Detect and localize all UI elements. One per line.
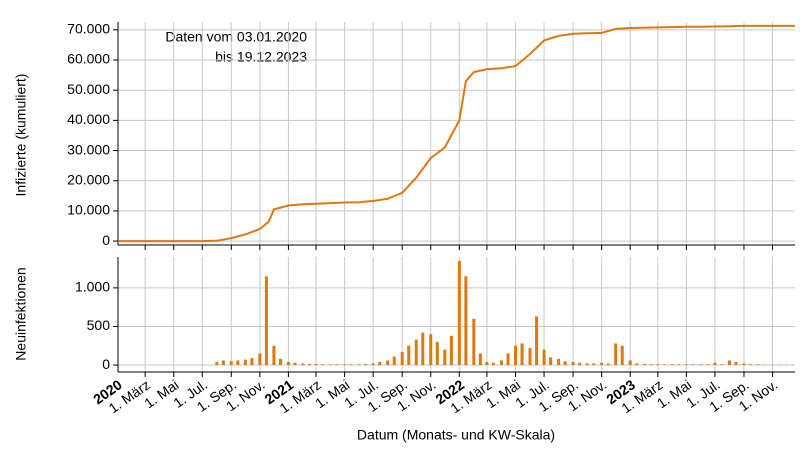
bar bbox=[677, 364, 681, 366]
bar bbox=[705, 364, 709, 366]
bar bbox=[307, 363, 311, 366]
y-tick-label: 500 bbox=[87, 317, 111, 333]
y-axis-label: Infizierte (kumuliert) bbox=[13, 74, 29, 197]
bar bbox=[656, 364, 660, 366]
bar bbox=[378, 361, 382, 366]
bar bbox=[557, 358, 561, 366]
bar bbox=[429, 334, 433, 366]
bar bbox=[258, 353, 262, 366]
y-tick-label: 20.000 bbox=[67, 171, 110, 187]
bar bbox=[670, 364, 674, 366]
bar bbox=[272, 345, 276, 366]
bar bbox=[742, 363, 746, 366]
bar bbox=[264, 276, 268, 366]
bar bbox=[499, 360, 503, 366]
bar bbox=[221, 360, 225, 366]
bar bbox=[392, 356, 396, 366]
bar bbox=[528, 348, 532, 366]
bar bbox=[321, 364, 325, 366]
bar bbox=[472, 318, 476, 366]
bar bbox=[699, 364, 703, 366]
bar bbox=[386, 360, 390, 366]
bar bbox=[563, 361, 567, 366]
bar bbox=[643, 363, 647, 366]
bar bbox=[600, 362, 604, 366]
bar bbox=[713, 362, 717, 366]
annotation: Daten vom 03.01.2020 bbox=[165, 29, 307, 45]
bar bbox=[364, 363, 368, 366]
bar bbox=[407, 345, 411, 366]
bar bbox=[301, 363, 305, 366]
bar bbox=[250, 358, 254, 366]
bar bbox=[719, 364, 723, 366]
bar bbox=[464, 276, 468, 366]
bar bbox=[649, 364, 653, 366]
bar bbox=[357, 364, 361, 366]
bar bbox=[756, 364, 760, 366]
y-tick-label: 30.000 bbox=[67, 141, 110, 157]
bar bbox=[293, 362, 297, 366]
bar bbox=[585, 363, 589, 366]
bar bbox=[329, 364, 333, 366]
bar bbox=[727, 360, 731, 366]
bar bbox=[549, 357, 553, 366]
bar bbox=[684, 364, 688, 366]
bar bbox=[506, 353, 510, 366]
y-tick-label: 70.000 bbox=[67, 21, 110, 37]
bar bbox=[443, 349, 447, 366]
bar bbox=[571, 361, 575, 366]
bar bbox=[215, 361, 219, 366]
bar bbox=[734, 361, 738, 366]
bar bbox=[578, 362, 582, 366]
bar bbox=[400, 351, 404, 366]
bar bbox=[229, 361, 233, 366]
bar bbox=[691, 364, 695, 366]
annotation: bis 19.12.2023 bbox=[215, 49, 307, 65]
bar bbox=[614, 343, 618, 366]
bar bbox=[236, 360, 240, 366]
y-tick-label: 0 bbox=[102, 356, 110, 372]
bar bbox=[335, 364, 339, 366]
bar bbox=[278, 358, 282, 366]
bar bbox=[414, 339, 418, 366]
line bbox=[118, 24, 795, 243]
bar bbox=[542, 349, 546, 366]
y-tick-label: 0 bbox=[102, 232, 110, 248]
bar bbox=[343, 364, 347, 366]
bar bbox=[371, 363, 375, 366]
bar bbox=[435, 341, 439, 366]
bar bbox=[457, 260, 461, 366]
y-tick-label: 40.000 bbox=[67, 111, 110, 127]
y-tick-label: 50.000 bbox=[67, 81, 110, 97]
bar bbox=[749, 364, 753, 366]
bar bbox=[513, 345, 517, 366]
y-axis-label: Neuinfektionen bbox=[13, 267, 29, 360]
x-axis-label: Datum (Monats- und KW-Skala) bbox=[357, 427, 555, 443]
bar bbox=[635, 363, 639, 366]
bar bbox=[421, 332, 425, 366]
y-tick-label: 1.000 bbox=[75, 279, 110, 295]
bar bbox=[491, 362, 495, 366]
bar bbox=[449, 335, 453, 366]
bar bbox=[662, 364, 666, 366]
bar bbox=[243, 359, 247, 366]
bar bbox=[520, 343, 524, 366]
bar bbox=[478, 353, 482, 366]
bar bbox=[535, 316, 539, 366]
bar bbox=[620, 345, 624, 366]
bar bbox=[349, 364, 353, 366]
bar bbox=[606, 363, 610, 366]
bar bbox=[628, 360, 632, 366]
bar bbox=[314, 363, 318, 366]
y-tick-label: 60.000 bbox=[67, 51, 110, 67]
y-tick-label: 10.000 bbox=[67, 202, 110, 218]
bar bbox=[592, 363, 596, 366]
bar bbox=[286, 361, 290, 366]
bar bbox=[485, 361, 489, 366]
